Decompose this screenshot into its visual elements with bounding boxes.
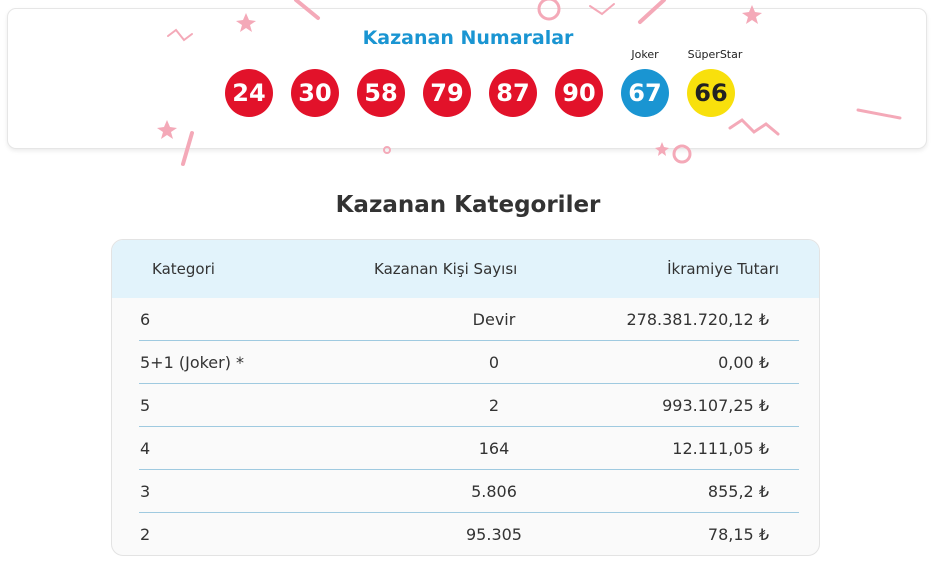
cell-prize: 278.381.720,12 ₺ [626,310,770,329]
cell-winners: 164 [478,439,510,458]
table-header: Kategori Kazanan Kişi Sayısı İkramiye Tu… [112,240,819,298]
header-category: Kategori [152,260,215,278]
cell-prize: 78,15 ₺ [707,525,769,544]
cell-category: 5+1 (Joker) * [140,353,245,372]
cell-winners: 0 [488,353,500,372]
cell-winners: 95.305 [466,525,522,544]
number-ball: 30 [291,69,339,117]
number-ball: 79 [423,69,471,117]
table-row: 2 95.305 78,15 ₺ [139,513,799,555]
superstar-label: SüperStar [687,48,743,61]
number-ball: 58 [357,69,405,117]
cell-category: 2 [140,525,151,544]
cell-category: 4 [140,439,151,458]
cell-prize: 993.107,25 ₺ [662,396,769,415]
categories-title: Kazanan Kategoriler [335,192,601,218]
table-row: 3 5.806 855,2 ₺ [139,470,799,513]
table-row: 4 164 12.111,05 ₺ [139,427,799,470]
number-ball: 87 [489,69,537,117]
header-prize: İkramiye Tutarı [667,260,779,278]
table-row: 6 Devir 278.381.720,12 ₺ [139,298,799,341]
joker-ball: 67 [621,69,669,117]
cell-category: 6 [140,310,151,329]
cell-prize: 855,2 ₺ [707,482,769,501]
cell-winners: 5.806 [471,482,517,501]
cell-winners: 2 [488,396,500,415]
table-row: 5 2 993.107,25 ₺ [139,384,799,427]
cell-category: 5 [140,396,151,415]
superstar-ball: 66 [687,69,735,117]
winning-numbers-title: Kazanan Numaralar [362,27,574,49]
number-ball: 90 [555,69,603,117]
cell-category: 3 [140,482,151,501]
number-ball: 24 [225,69,273,117]
categories-table: Kategori Kazanan Kişi Sayısı İkramiye Tu… [111,239,820,556]
table-row: 5+1 (Joker) * 0 0,00 ₺ [139,341,799,384]
cell-winners: Devir [472,310,516,329]
cell-prize: 0,00 ₺ [718,353,769,372]
header-winners: Kazanan Kişi Sayısı [374,260,518,278]
joker-label: Joker [631,48,659,61]
cell-prize: 12.111,05 ₺ [672,439,769,458]
